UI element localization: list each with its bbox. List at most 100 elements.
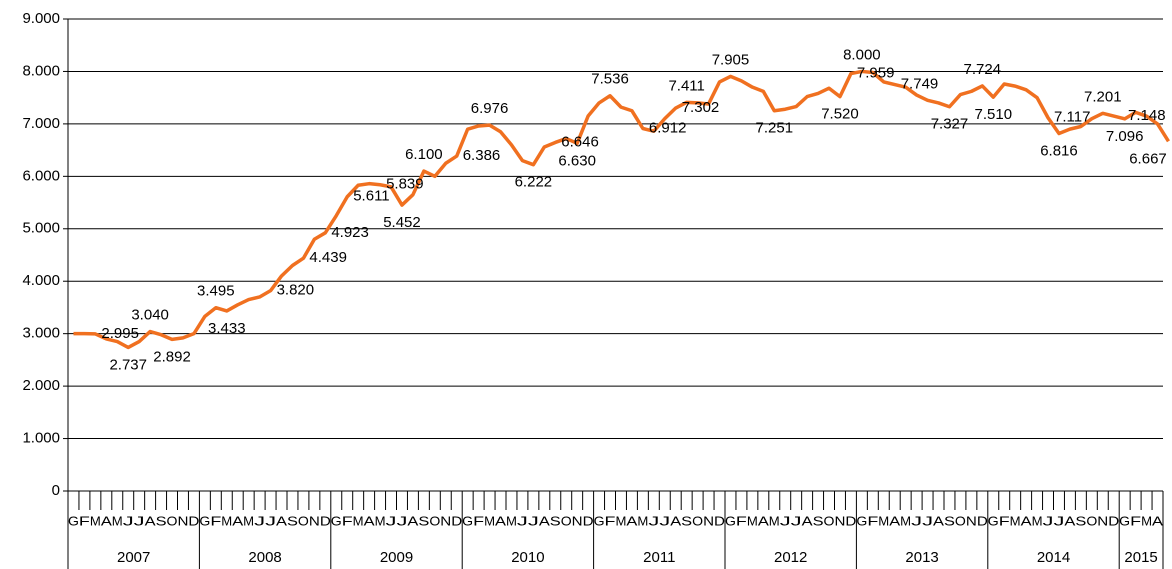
x-tick-label: G [331,513,342,528]
x-tick-label: S [156,513,167,528]
y-tick-label: 2.000 [22,377,60,394]
data-label: 7.749 [901,76,939,93]
x-tick-label: J [134,513,145,528]
x-tick-label: D [977,513,988,528]
data-label: 3.495 [197,283,235,300]
year-label: 2013 [905,549,938,566]
x-tick-label: M [112,513,123,528]
year-label: 2010 [511,549,544,566]
x-tick-label: O [167,513,178,528]
data-label: 7.148 [1128,107,1166,124]
x-tick-label: N [1097,513,1108,528]
x-tick-label: S [681,513,692,528]
data-label: 7.096 [1106,128,1144,145]
x-tick-label: A [145,513,156,528]
data-label: 7.117 [1054,109,1090,126]
x-tick-label: A [758,513,769,528]
x-tick-label: J [1054,513,1065,528]
x-tick-label: N [835,513,846,528]
y-tick-label: 1.000 [22,430,60,447]
data-label: 7.724 [964,61,1002,78]
x-tick-label: O [824,513,835,528]
data-label: 2.995 [101,325,139,342]
data-label: 5.839 [386,176,424,193]
x-tick-label: A [1064,513,1075,528]
x-tick-label: J [254,513,265,528]
x-tick-label: M [616,513,627,528]
x-tick-label: S [418,513,429,528]
x-tick-label: A [1021,513,1032,528]
x-tick-label: A [802,513,813,528]
data-label: 3.433 [208,320,246,337]
x-tick-label: D [714,513,725,528]
x-tick-label: M [1010,513,1021,528]
data-label: 4.923 [331,224,369,241]
x-tick-label: J [659,513,670,528]
x-tick-label: N [309,513,320,528]
x-tick-label: A [407,513,418,528]
x-tick-label: M [375,513,386,528]
x-tick-label: J [386,513,397,528]
x-tick-label: O [561,513,572,528]
x-tick-label: M [506,513,517,528]
data-label: 7.520 [821,106,859,123]
data-label: 4.439 [309,249,347,266]
x-tick-label: G [725,513,736,528]
x-tick-label: F [1130,513,1141,528]
data-label: 7.411 [668,77,704,94]
x-tick-label: F [736,513,747,528]
data-label: 2.737 [109,356,147,373]
y-tick-label: 4.000 [22,272,60,289]
x-tick-label: M [747,513,758,528]
x-tick-label: M [1141,513,1152,528]
data-label: 7.302 [682,99,720,116]
x-tick-label: J [397,513,408,528]
x-tick-label: A [889,513,900,528]
data-label: 6.667 [1129,150,1167,167]
x-tick-label: D [451,513,462,528]
data-label: 7.905 [712,51,750,68]
x-tick-label: O [692,513,703,528]
x-tick-label: F [999,513,1010,528]
x-tick-label: M [484,513,495,528]
y-tick-label: 7.000 [22,115,60,132]
x-tick-label: J [922,513,933,528]
data-label: 6.976 [471,100,509,117]
y-tick-label: 5.000 [22,220,60,237]
x-tick-label: O [1086,513,1097,528]
x-tick-label: N [572,513,583,528]
x-tick-label: F [342,513,353,528]
x-tick-label: G [68,513,79,528]
year-label: 2012 [774,549,807,566]
data-label: 8.000 [843,46,881,63]
x-tick-label: M [769,513,780,528]
line [73,69,1170,350]
x-tick-label: J [780,513,791,528]
x-tick-label: M [878,513,889,528]
year-label: 2009 [380,549,413,566]
x-tick-label: A [364,513,375,528]
x-tick-label: J [791,513,802,528]
data-label: 5.452 [383,214,421,231]
x-tick-label: S [1075,513,1086,528]
x-tick-label: G [594,513,605,528]
y-tick-label: 0 [52,482,60,499]
x-tick-label: A [670,513,681,528]
y-tick-label: 9.000 [22,10,60,27]
x-tick-label: D [188,513,199,528]
data-label: 3.820 [277,282,315,299]
x-tick-label: N [440,513,451,528]
x-tick-label: M [637,513,648,528]
x-tick-label: J [528,513,539,528]
x-tick-label: O [298,513,309,528]
x-tick-label: O [429,513,440,528]
data-label: 5.611 [353,188,389,205]
x-tick-label: J [517,513,528,528]
x-tick-label: M [221,513,232,528]
x-tick-label: A [933,513,944,528]
x-tick-label: M [353,513,364,528]
data-label: 6.222 [515,174,553,191]
y-tick-label: 6.000 [22,167,60,184]
data-label: 3.040 [131,307,169,324]
